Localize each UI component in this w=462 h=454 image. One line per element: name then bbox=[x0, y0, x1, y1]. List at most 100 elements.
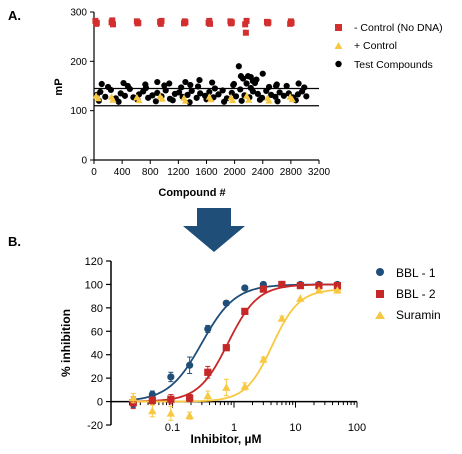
x-tick-label: 3200 bbox=[308, 167, 331, 178]
test-compound-point bbox=[237, 86, 244, 93]
data-point bbox=[166, 409, 176, 417]
test-compound-point bbox=[219, 87, 226, 94]
data-point bbox=[222, 344, 230, 352]
legend-marker-neg-control bbox=[335, 24, 342, 31]
test-compound-point bbox=[162, 87, 169, 94]
data-point bbox=[241, 307, 249, 315]
panel-a-ylabel: mP bbox=[53, 78, 65, 95]
pos-control-point bbox=[135, 96, 143, 104]
test-compound-point bbox=[256, 96, 264, 103]
test-compound-point bbox=[303, 93, 310, 100]
neg-control-point bbox=[288, 19, 295, 26]
legend-marker-bbl-1 bbox=[376, 268, 384, 276]
panel-b-label: B. bbox=[8, 234, 21, 249]
data-point bbox=[148, 390, 156, 399]
data-point bbox=[204, 325, 212, 333]
x-tick-label: 1200 bbox=[167, 167, 190, 178]
legend-label-pos-control: + Control bbox=[354, 40, 397, 52]
test-compound-point bbox=[142, 81, 149, 88]
test-compound-point bbox=[265, 83, 273, 91]
data-point bbox=[259, 285, 267, 293]
neg-control-point bbox=[242, 29, 249, 36]
test-compound-point bbox=[295, 80, 302, 87]
x-tick-label: 1600 bbox=[195, 167, 218, 178]
test-compound-point bbox=[188, 87, 195, 95]
test-compound-point bbox=[235, 63, 242, 70]
y-tick-label: 100 bbox=[70, 106, 87, 117]
legend-label-neg-control: - Control (No DNA) bbox=[354, 22, 443, 34]
test-compound-point bbox=[186, 99, 193, 106]
x-tick-label: 800 bbox=[142, 167, 159, 178]
test-compound-point bbox=[196, 76, 203, 84]
x-tick-label: 100 bbox=[348, 422, 366, 434]
data-point bbox=[333, 282, 341, 290]
test-compound-point bbox=[206, 88, 213, 96]
neg-control-point bbox=[242, 21, 249, 28]
x-tick-label: 2000 bbox=[224, 167, 247, 178]
data-point bbox=[204, 368, 212, 376]
neg-control-point bbox=[93, 19, 100, 26]
test-compound-point bbox=[209, 79, 216, 86]
legend-label-bbl-1: BBL - 1 bbox=[396, 266, 436, 280]
data-point bbox=[333, 286, 342, 294]
test-compound-point bbox=[280, 92, 287, 99]
data-point bbox=[186, 361, 194, 369]
data-point bbox=[240, 382, 250, 390]
neg-control-point bbox=[182, 19, 189, 26]
test-compound-point bbox=[149, 92, 156, 99]
test-compound-point bbox=[276, 89, 283, 96]
test-compound-point bbox=[154, 89, 161, 97]
neg-control-point bbox=[265, 19, 272, 26]
data-point bbox=[186, 394, 194, 402]
test-compound-point bbox=[273, 82, 280, 90]
neg-control-point bbox=[135, 19, 142, 26]
test-compound-point bbox=[215, 91, 222, 98]
pos-control-point bbox=[94, 94, 102, 102]
legend-label-test-compounds: Test Compounds bbox=[354, 59, 433, 71]
pos-control-point bbox=[109, 96, 117, 103]
test-compound-point bbox=[161, 82, 168, 89]
data-point bbox=[222, 299, 230, 307]
legend-label-bbl-2: BBL - 2 bbox=[396, 287, 436, 301]
y-tick-label: 80 bbox=[91, 303, 103, 315]
test-compound-point bbox=[154, 78, 161, 86]
panel-b-legend: BBL - 1 BBL - 2 Suramin bbox=[375, 266, 441, 322]
y-tick-label: -20 bbox=[87, 420, 103, 432]
legend-marker-suramin bbox=[375, 311, 385, 319]
test-compound-point bbox=[169, 97, 176, 104]
x-tick-label: 2800 bbox=[280, 167, 303, 178]
data-point bbox=[185, 411, 194, 419]
test-compound-point bbox=[152, 98, 159, 105]
data-point bbox=[167, 395, 175, 403]
x-tick-label: 0.1 bbox=[165, 422, 180, 434]
test-compound-point bbox=[102, 93, 109, 100]
test-compound-point bbox=[283, 82, 290, 90]
neg-control-point bbox=[228, 19, 235, 26]
pos-control-point bbox=[288, 95, 296, 103]
y-tick-label: 200 bbox=[70, 57, 87, 68]
data-point bbox=[278, 280, 286, 289]
test-compound-point bbox=[104, 83, 112, 91]
test-compound-point bbox=[230, 80, 238, 88]
neg-control-point bbox=[109, 17, 116, 24]
data-point bbox=[259, 355, 268, 363]
test-compound-point bbox=[247, 74, 254, 81]
data-point bbox=[148, 406, 157, 415]
data-point bbox=[315, 282, 323, 290]
test-compound-point bbox=[178, 84, 185, 91]
x-tick-label: 10 bbox=[289, 422, 301, 434]
y-tick-label: 60 bbox=[91, 326, 103, 338]
y-tick-label: 20 bbox=[91, 373, 103, 385]
neg-control-point bbox=[109, 21, 116, 28]
test-compound-point bbox=[239, 75, 247, 82]
legend-marker-pos-control bbox=[334, 42, 343, 49]
data-point bbox=[148, 396, 156, 404]
data-point bbox=[314, 286, 324, 294]
dose-response-chart: -20 0 20 40 60 80 100 120 0.1 1 10 100 bbox=[85, 256, 367, 434]
y-tick-label: 0 bbox=[81, 156, 87, 167]
pos-control-point bbox=[158, 95, 166, 102]
data-point bbox=[203, 391, 213, 400]
test-compound-point bbox=[194, 83, 202, 90]
x-tick-label: 1 bbox=[231, 422, 237, 434]
neg-control-point bbox=[243, 17, 250, 24]
